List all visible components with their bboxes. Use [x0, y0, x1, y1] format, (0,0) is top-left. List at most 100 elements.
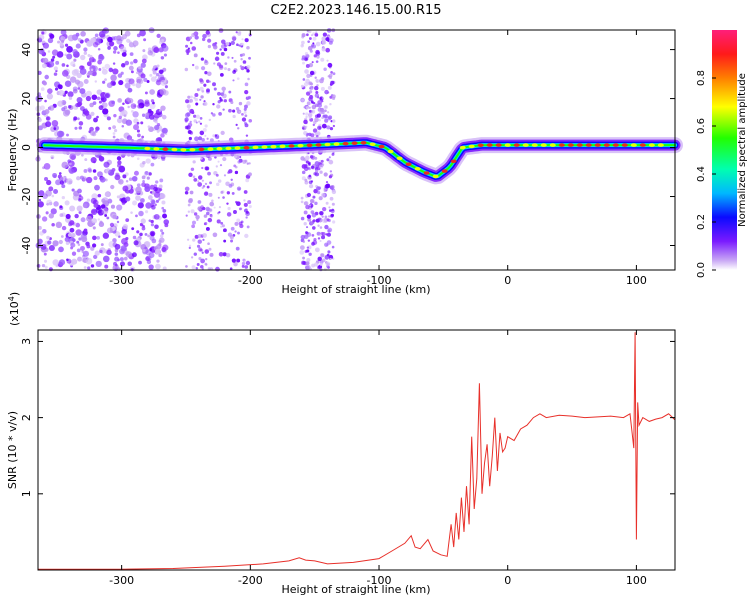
spectrogram-noise-speck: [123, 114, 127, 118]
spectrogram-noise-speck: [212, 44, 218, 50]
spectrogram-noise-speck: [137, 99, 144, 106]
spectrogram-noise-speck: [302, 256, 305, 260]
spectrogram-noise-speck: [104, 63, 111, 70]
spectrogram-noise-speck: [231, 258, 236, 263]
spectrogram-noise-speck: [78, 194, 82, 198]
spectrogram-noise-speck: [47, 37, 54, 44]
spectrogram-noise-speck: [83, 47, 88, 52]
spectrogram-noise-speck: [130, 61, 134, 65]
spectrogram-noise-speck: [239, 156, 242, 159]
spectrogram-noise-speck: [127, 87, 133, 93]
spectrogram-noise-speck: [317, 256, 322, 262]
spectrogram-noise-speck: [207, 171, 211, 176]
spectrogram-noise-speck: [316, 113, 321, 118]
spectrogram-noise-speck: [66, 64, 69, 68]
spectrogram-noise-speck: [236, 201, 241, 207]
spectrogram-noise-speck: [223, 228, 227, 233]
spectrogram-noise-speck: [319, 240, 322, 243]
spectrogram-noise-speck: [329, 257, 332, 260]
spectrogram-noise-speck: [221, 224, 225, 228]
spectrogram-noise-speck: [206, 88, 210, 93]
spectrogram-frame: [37, 29, 676, 271]
spectrogram-noise-speck: [116, 156, 122, 161]
spectrogram-noise-speck: [55, 179, 62, 186]
spectrogram-noise-speck: [313, 262, 319, 267]
spectrogram-noise-speck: [64, 80, 72, 87]
spectrogram-noise-speck: [198, 175, 203, 180]
spectrogram-noise-speck: [314, 117, 319, 123]
spectrogram-noise-speck: [139, 232, 143, 237]
spectrogram-noise-speck: [149, 89, 156, 95]
spectrogram-noise-speck: [47, 50, 51, 53]
spectrogram-noise-speck: [122, 174, 127, 179]
spectrogram-noise-speck: [216, 104, 221, 109]
spectrogram-noise-speck: [305, 112, 309, 116]
spectrogram-noise-speck: [145, 158, 151, 164]
spectrogram-noise-speck: [200, 66, 206, 71]
spectrogram-noise-speck: [81, 153, 84, 157]
spectrogram-noise-speck: [305, 160, 309, 164]
spectrogram-noise-speck: [193, 53, 198, 58]
spectrogram-noise-speck: [121, 124, 125, 128]
spectrogram-noise-speck: [131, 227, 135, 231]
spectrogram-noise-speck: [189, 190, 194, 195]
spectrogram-noise-speck: [113, 113, 117, 118]
spectrogram-ridge-peak: [315, 143, 322, 147]
spectrogram-noise-speck: [133, 240, 139, 246]
spectrogram-noise-speck: [72, 48, 78, 55]
spectrogram-noise-speck: [317, 125, 322, 131]
spectrogram-noise-speck: [107, 198, 113, 204]
spectrogram-noise-speck: [310, 202, 313, 205]
spectrogram-noise-speck: [245, 260, 251, 266]
spectrogram-noise-speck: [219, 96, 222, 100]
spectrogram-noise-speck: [53, 189, 59, 195]
spectrogram-noise-speck: [328, 209, 332, 212]
spectrogram-ridge-peak: [198, 147, 205, 152]
spectrogram-noise-speck: [46, 199, 53, 206]
spectrogram-noise-speck: [158, 242, 162, 247]
spectrogram-noise-speck: [65, 241, 70, 245]
spectrogram-noise-speck: [90, 111, 95, 116]
spectrogram-noise-speck: [204, 249, 210, 254]
spectrogram-noise-speck: [231, 56, 234, 59]
spectrogram-noise-speck: [163, 219, 170, 225]
spectrogram-noise-speck: [312, 226, 316, 230]
spectrogram-noise-speck: [302, 127, 305, 130]
spectrogram-noise-speck: [220, 44, 226, 49]
spectrogram-noise-speck: [321, 123, 327, 129]
spectrogram-noise-speck: [47, 88, 53, 94]
spectrogram-noise-speck: [325, 261, 331, 267]
spectrogram-noise-speck: [69, 76, 77, 83]
spectrogram-noise-speck: [244, 104, 248, 109]
spectrogram-noise-speck: [318, 118, 321, 122]
spectrogram-noise-speck: [123, 256, 128, 261]
spectrogram-noise-speck: [118, 178, 124, 185]
spectrogram-noise-speck: [220, 51, 225, 56]
spectrogram-noise-speck: [301, 170, 306, 175]
spectrogram-x-tick-label: 100: [626, 274, 647, 287]
spectrogram-noise-speck: [47, 240, 52, 245]
spectrogram-noise-speck: [309, 90, 313, 94]
spectrogram-noise-speck: [91, 218, 97, 224]
spectrogram-noise-speck: [140, 218, 146, 224]
spectrogram-noise-speck: [198, 120, 201, 123]
spectrogram-noise-speck: [130, 211, 133, 214]
spectrogram-noise-speck: [61, 161, 69, 169]
spectrogram-noise-speck: [246, 64, 251, 70]
colorbar-ticks: 0.0 0.2 0.4 0.6 0.8: [696, 70, 716, 278]
spectrogram-noise-speck: [49, 33, 55, 39]
spectrogram-noise-speck: [144, 101, 150, 107]
spectrogram-ridge-peak: [252, 145, 259, 150]
spectrogram-noise-speck: [76, 72, 82, 79]
spectrogram-noise-speck: [141, 58, 147, 64]
spectrogram-noise-speck: [141, 175, 146, 180]
spectrogram-noise-speck: [93, 202, 99, 208]
spectrogram-noise-speck: [194, 35, 199, 40]
spectrogram-noise-speck: [230, 226, 235, 231]
spectrogram-noise-speck: [159, 88, 167, 96]
spectrogram-noise-speck: [331, 202, 335, 206]
spectrogram-noise-speck: [80, 31, 86, 37]
spectrogram-noise-speck: [144, 186, 151, 192]
spectrogram-noise-speck: [203, 214, 208, 218]
spectrogram-noise-speck: [38, 198, 42, 202]
